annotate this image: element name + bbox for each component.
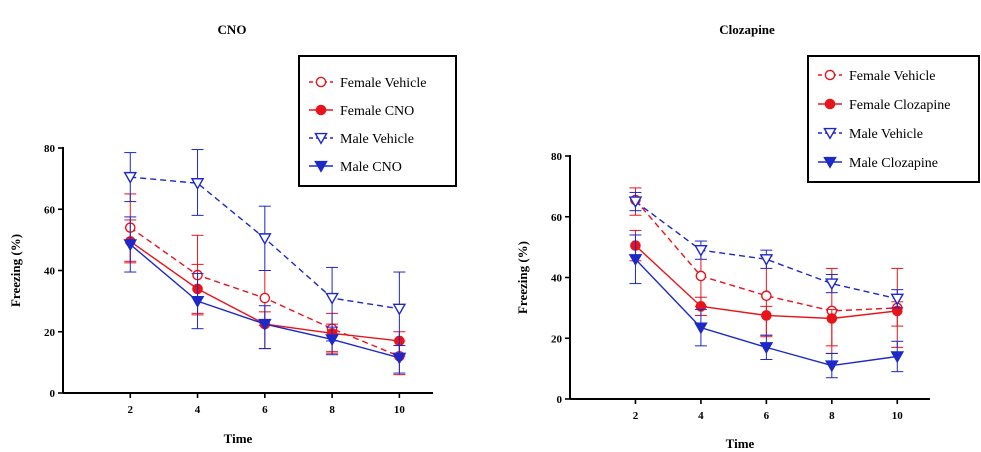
data-point [628, 196, 643, 209]
legend-item: Female Vehicle [818, 69, 935, 84]
data-point [890, 293, 905, 306]
legend-item: Female Vehicle [309, 76, 426, 91]
legend-label: Male CNO [340, 160, 402, 175]
data-point [628, 254, 643, 267]
x-axis-label: Time [224, 431, 253, 446]
legend-marker [823, 127, 837, 140]
legend-marker [315, 104, 327, 116]
y-tick-label: 20 [44, 327, 56, 339]
y-tick-label: 80 [551, 151, 563, 163]
legend-marker [314, 160, 328, 173]
legend-marker [823, 156, 837, 169]
data-point [123, 171, 138, 184]
chart-1: Clozapine 0 20 40 60 80 2 4 6 8 10 Time Freezing (%)… [515, 22, 980, 451]
legend-item: Male CNO [309, 160, 402, 175]
x-tick-label: 2 [128, 404, 134, 416]
legend-marker [824, 69, 836, 81]
series-male-clozapine [628, 234, 905, 379]
data-point [695, 270, 707, 282]
x-tick-label: 10 [892, 410, 904, 422]
y-tick-label: 40 [551, 273, 563, 285]
legend-item: Female CNO [309, 104, 414, 119]
data-point [190, 295, 205, 308]
legend-label: Female CNO [340, 104, 414, 119]
legend-label: Male Vehicle [340, 132, 414, 147]
legend-item: Male Vehicle [309, 132, 414, 147]
x-tick-label: 4 [698, 410, 704, 422]
x-tick-label: 6 [764, 410, 770, 422]
series-line [635, 201, 898, 300]
series-male-vehicle [628, 191, 905, 309]
y-tick-label: 0 [557, 394, 563, 406]
y-tick-label: 60 [551, 212, 563, 224]
data-point [759, 254, 774, 267]
legend-label: Male Vehicle [849, 127, 923, 142]
y-tick-label: 20 [551, 333, 563, 345]
x-tick-label: 8 [829, 410, 835, 422]
data-point [825, 360, 839, 373]
data-point [258, 318, 272, 331]
legend-label: Male Clozapine [849, 156, 938, 171]
legend-label: Female Vehicle [849, 69, 935, 84]
chart-title: Clozapine [719, 22, 775, 37]
data-point [826, 313, 838, 324]
data-point [890, 351, 905, 364]
legend-marker [824, 98, 836, 110]
legend-marker [314, 132, 328, 145]
data-point [123, 239, 138, 252]
legend-box [807, 55, 980, 183]
y-tick-label: 0 [50, 388, 56, 400]
legend-marker [315, 76, 327, 88]
data-point [694, 322, 708, 335]
data-point [258, 233, 272, 246]
data-point [825, 278, 839, 291]
legend-item: Female Clozapine [818, 98, 950, 113]
data-point [190, 178, 205, 190]
x-tick-label: 8 [329, 404, 335, 416]
data-point [259, 292, 271, 304]
data-point [325, 292, 339, 305]
data-point [761, 290, 772, 302]
x-tick-label: 4 [195, 404, 201, 416]
legend-label: Female Clozapine [849, 98, 950, 113]
legend: Female Vehicle Female CNO Male Vehicle Male… [298, 55, 457, 187]
y-tick-label: 60 [44, 204, 56, 216]
legend-item: Male Clozapine [818, 156, 938, 171]
data-point [325, 334, 339, 347]
chart-title: CNO [218, 22, 247, 37]
x-tick-label: 10 [394, 404, 406, 416]
y-axis-label: Freezing (%) [8, 234, 23, 307]
data-point [761, 310, 772, 321]
x-tick-label: 6 [262, 404, 268, 416]
series-male-cno [123, 216, 407, 374]
legend-label: Female Vehicle [340, 76, 426, 91]
x-axis-label: Time [726, 436, 755, 451]
legend: Female Vehicle Female Clozapine Male Vehic… [807, 55, 980, 183]
y-tick-label: 80 [44, 143, 56, 155]
y-axis-label: Freezing (%) [515, 241, 530, 314]
legend-item: Male Vehicle [818, 127, 923, 142]
data-point [694, 244, 708, 257]
data-point [392, 352, 407, 365]
chart-0: CNO 0 20 40 60 80 2 4 6 8 10 Time Freezing (%) Female… [8, 22, 457, 446]
y-tick-label: 40 [44, 266, 56, 278]
data-point [759, 342, 774, 355]
x-tick-label: 2 [633, 410, 639, 422]
data-point [392, 303, 407, 316]
